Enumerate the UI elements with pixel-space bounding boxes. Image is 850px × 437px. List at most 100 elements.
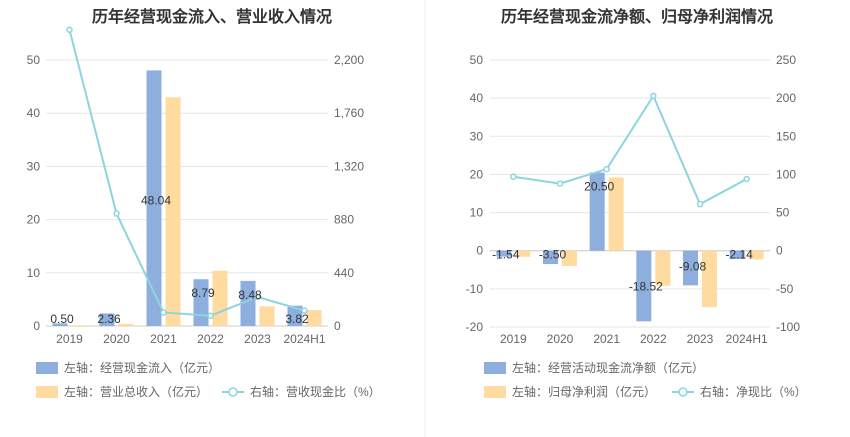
- data-label: 0.50: [50, 312, 74, 326]
- line-point: [113, 210, 120, 217]
- left-axis-tick-label: 30: [27, 159, 41, 173]
- legend-label: 左轴：经营活动现金流净额（亿元）: [512, 360, 704, 375]
- right-axis-tick-label: 250: [776, 53, 796, 67]
- bar: [702, 250, 717, 308]
- bar: [118, 323, 134, 326]
- bar: [608, 177, 624, 251]
- bar: [655, 250, 671, 286]
- legend-swatch: [484, 362, 506, 374]
- bar: [496, 250, 512, 257]
- data-label: -9.08: [679, 260, 707, 274]
- category-label: 2023: [687, 332, 714, 346]
- left-axis-tick-label: -20: [466, 320, 484, 334]
- bar: [287, 305, 303, 326]
- right-axis-tick-label: -100: [776, 320, 800, 334]
- data-label: -18.52: [629, 280, 663, 294]
- line-point: [160, 309, 167, 316]
- line-point: [66, 26, 73, 34]
- data-label: 8.48: [238, 288, 262, 302]
- bar: [212, 270, 228, 326]
- right-axis-tick-label: 1,760: [334, 106, 364, 120]
- line-point: [743, 175, 750, 183]
- left-axis-tick-label: -10: [466, 282, 484, 296]
- category-label: 2019: [56, 332, 83, 346]
- bar: [146, 70, 162, 326]
- category-label: 2021: [593, 332, 620, 346]
- left-axis-tick-label: 50: [470, 53, 484, 67]
- bar: [259, 306, 275, 326]
- data-label: -1.54: [492, 248, 520, 262]
- right-axis-tick-label: 440: [334, 266, 354, 280]
- chart-title: 历年经营现金流净额、归母净利润情况: [501, 7, 773, 26]
- bar: [543, 250, 558, 265]
- bar: [683, 250, 698, 286]
- bar: [99, 313, 115, 326]
- bar: [306, 310, 322, 326]
- series-line: [68, 29, 305, 317]
- left-axis-tick-label: 20: [27, 213, 41, 227]
- net-cash-flow-profit-chart: 历年经营现金流净额、归母净利润情况 -20-1001020304050-100-…: [466, 7, 807, 399]
- data-label: 2.36: [97, 312, 121, 326]
- right-axis-tick-label: 0: [776, 244, 783, 258]
- left-axis-tick-label: 0: [476, 244, 483, 258]
- legend-line-marker: [228, 387, 238, 397]
- legend-label: 左轴：经营现金流入（亿元）: [64, 360, 220, 375]
- category-label: 2020: [103, 332, 130, 346]
- category-label: 2023: [244, 332, 271, 346]
- bar: [748, 250, 764, 260]
- line-point: [510, 173, 517, 180]
- right-axis-tick-label: -50: [776, 282, 794, 296]
- cash-inflow-revenue-chart: 历年经营现金流入、营业收入情况 0 10 20 30 40 50 0 440 880 1,320 1…: [27, 7, 381, 399]
- category-label: 2020: [547, 332, 574, 346]
- legend-label: 右轴：营收现金比（%）: [250, 384, 381, 399]
- category-label: 2022: [640, 332, 667, 346]
- data-label: 48.04: [141, 193, 171, 207]
- right-axis-tick-label: 2,200: [334, 53, 364, 67]
- category-label: 2024H1: [726, 332, 768, 346]
- bar: [165, 97, 181, 327]
- left-axis-tick-label: 40: [27, 106, 41, 120]
- legend-line-marker: [678, 387, 688, 397]
- category-label: 2024H1: [283, 332, 325, 346]
- left-axis-tick-label: 40: [470, 91, 484, 105]
- legend-swatch: [36, 362, 58, 374]
- bar: [562, 250, 577, 266]
- right-axis-tick-label: 1,320: [334, 159, 364, 173]
- line-point: [207, 312, 214, 319]
- data-label: -2.14: [725, 248, 753, 262]
- left-axis-tick-label: 20: [470, 167, 484, 181]
- bar: [515, 250, 531, 257]
- data-label: 20.50: [584, 180, 614, 194]
- left-axis-tick-label: 30: [470, 129, 484, 143]
- legend-label: 右轴：净现比（%）: [700, 384, 807, 399]
- right-axis-tick-label: 150: [776, 129, 796, 143]
- left-axis-tick-label: 10: [470, 206, 484, 220]
- line-point: [603, 165, 610, 173]
- left-axis-tick-label: 10: [27, 266, 41, 280]
- line-point: [301, 307, 308, 314]
- category-label: 2021: [150, 332, 177, 346]
- right-axis-tick-label: 200: [776, 91, 796, 105]
- line-point: [696, 200, 704, 208]
- right-axis-tick-label: 0: [334, 319, 341, 333]
- bar: [636, 250, 652, 322]
- right-axis-tick-label: 50: [776, 206, 790, 220]
- category-label: 2019: [500, 332, 527, 346]
- bar: [589, 172, 605, 251]
- line-point: [650, 92, 657, 100]
- bar: [71, 325, 87, 327]
- left-axis-tick-label: 50: [27, 53, 41, 67]
- right-axis-tick-label: 100: [776, 167, 796, 181]
- right-axis-tick-label: 880: [334, 213, 354, 227]
- series-line: [513, 93, 748, 206]
- legend-swatch: [36, 386, 58, 398]
- chart-title: 历年经营现金流入、营业收入情况: [92, 7, 332, 26]
- legend-label: 左轴：归母净利润（亿元）: [512, 384, 656, 399]
- left-axis-tick-label: 0: [33, 319, 40, 333]
- line-point: [254, 293, 261, 301]
- legend-swatch: [484, 386, 506, 398]
- data-label: -3.50: [539, 248, 567, 262]
- line-point: [556, 180, 564, 187]
- legend-label: 左轴：营业总收入（亿元）: [64, 384, 208, 399]
